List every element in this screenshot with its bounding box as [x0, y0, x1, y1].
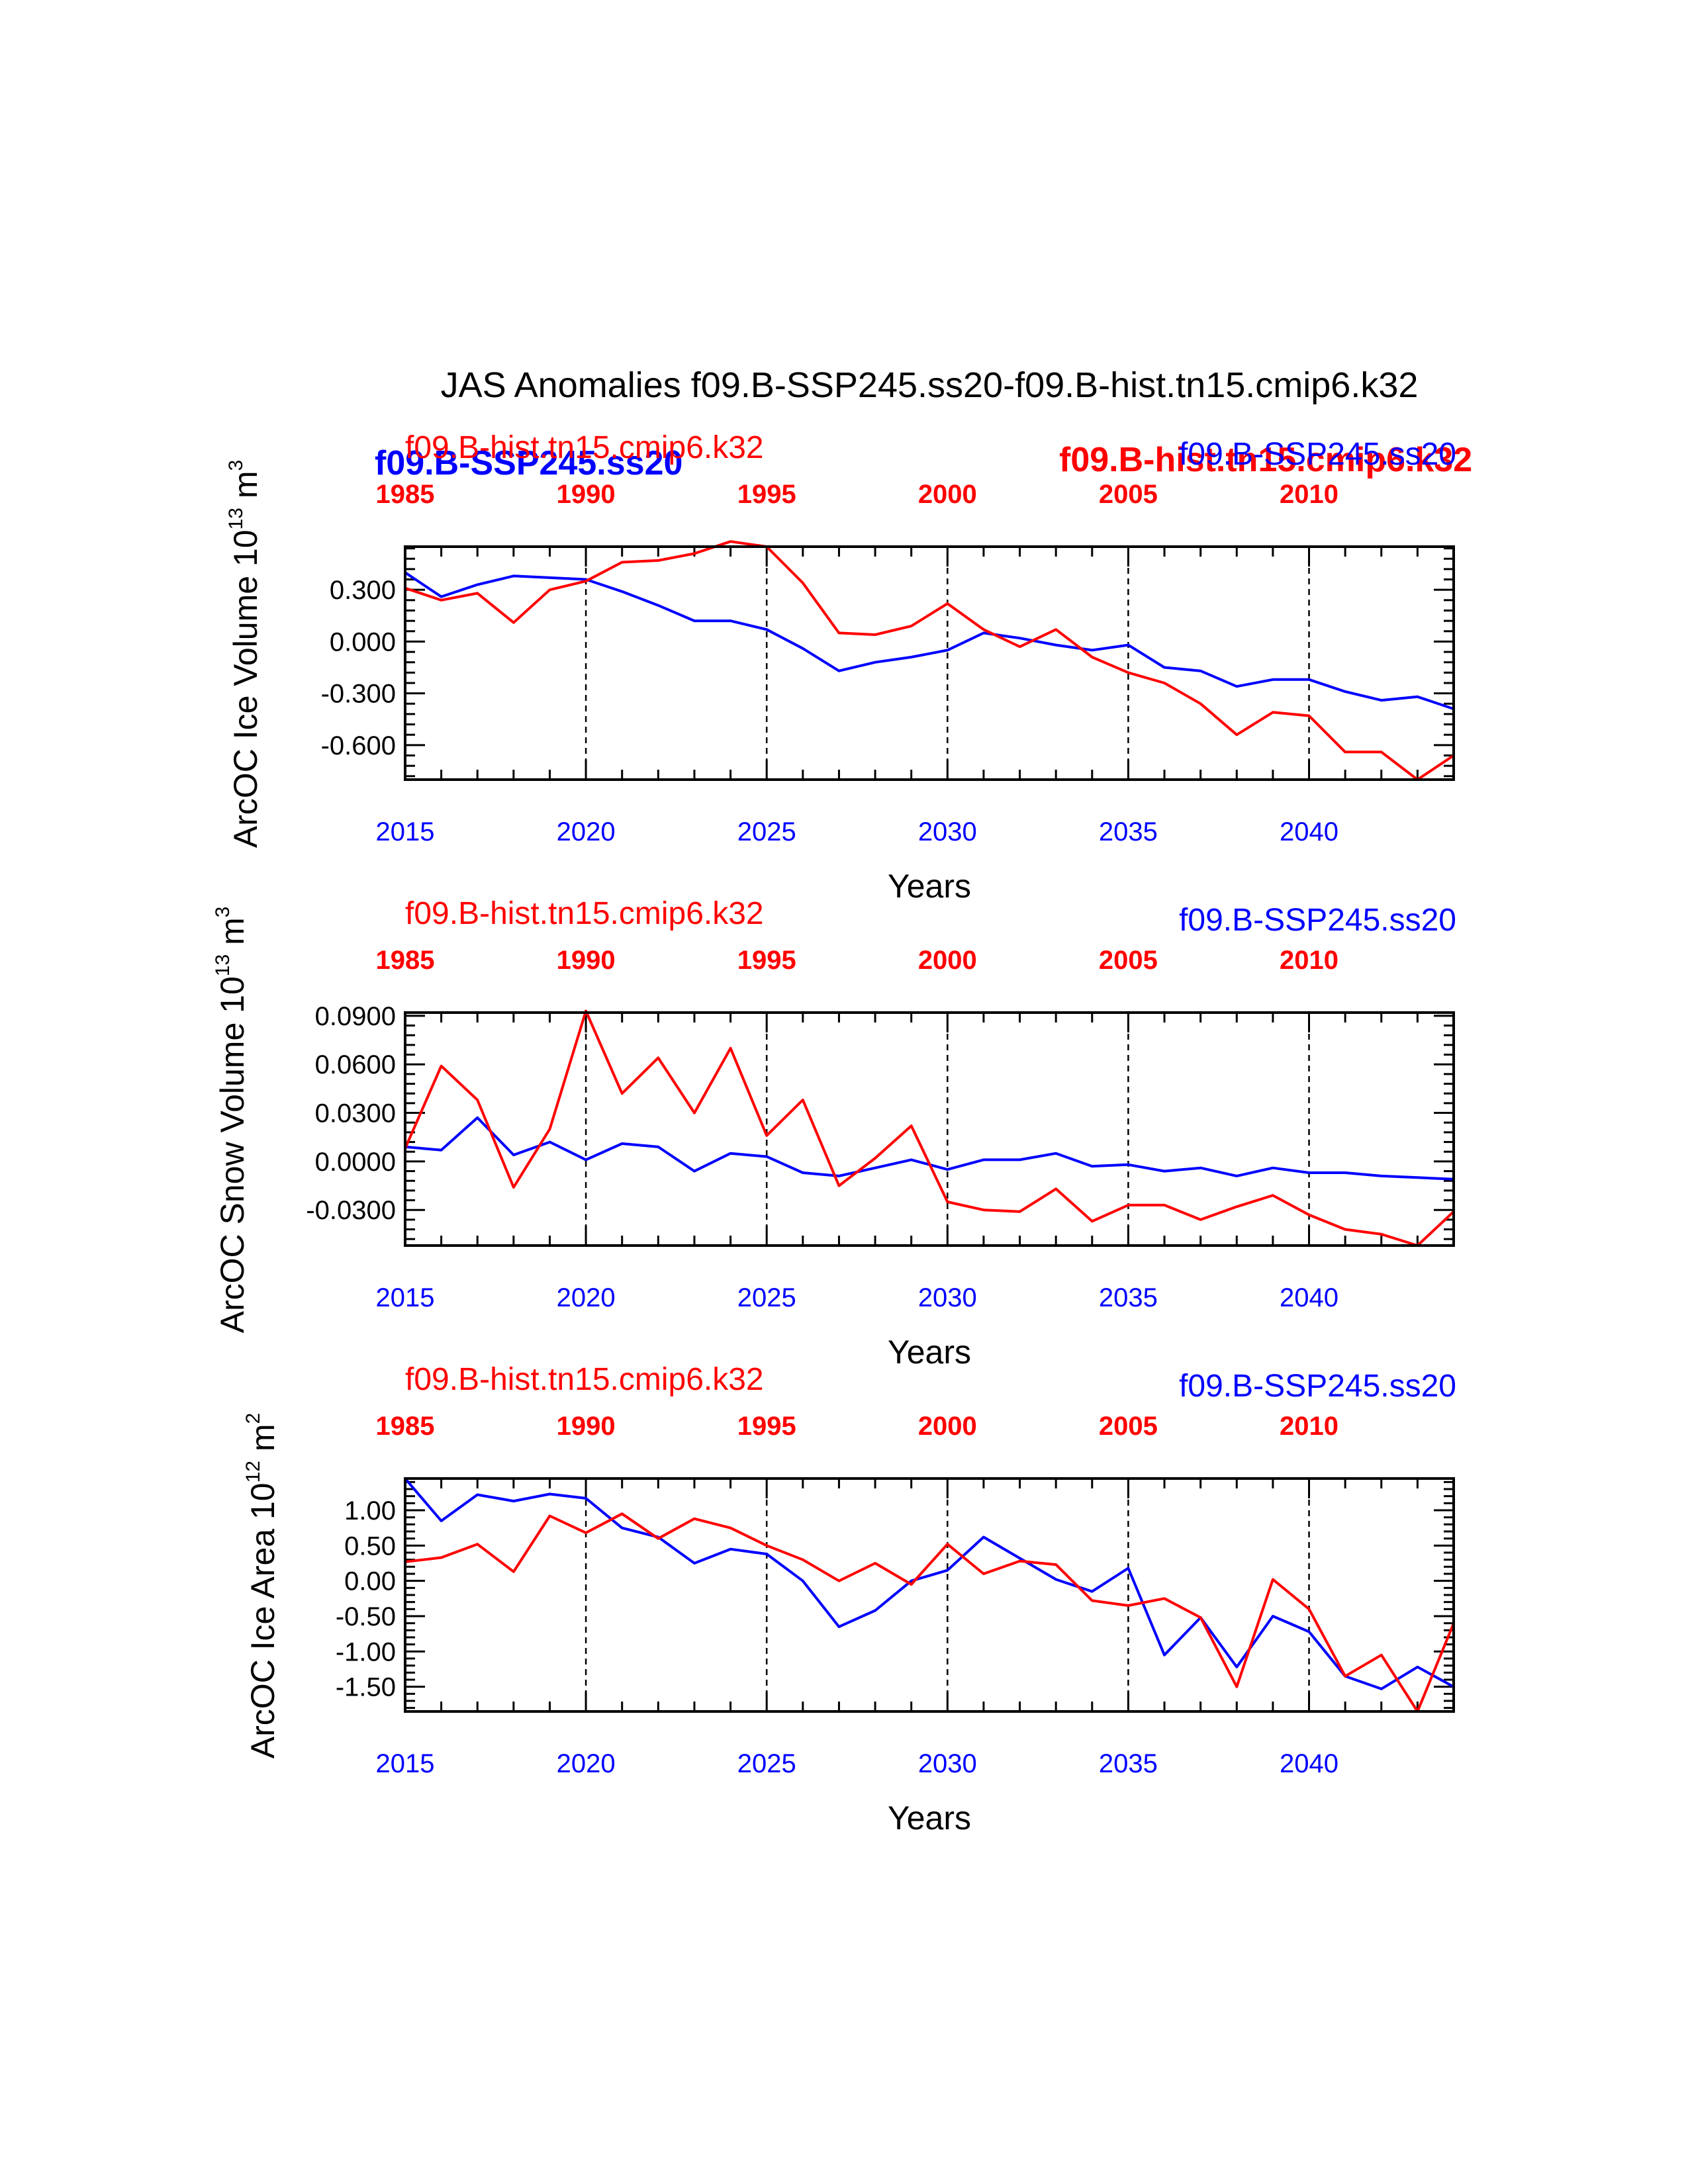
y-tick-label: 0.0600	[315, 1050, 396, 1079]
x-tick-label: 2040	[1280, 1283, 1338, 1312]
y-axis-label-main: ArcOC Ice Volume 10	[227, 529, 264, 848]
y-tick-label: -0.0300	[306, 1196, 396, 1225]
x-tick-label: 2025	[737, 1283, 796, 1312]
y-axis-label-exponent: 12	[242, 1461, 264, 1482]
x-tick-label: 2035	[1099, 817, 1158, 846]
top-tick-label: 1995	[737, 480, 796, 509]
figure-title: JAS Anomalies f09.B-SSP245.ss20-f09.B-hi…	[441, 365, 1419, 405]
top-tick-label: 2000	[918, 1412, 977, 1441]
y-tick-label: 0.0000	[315, 1148, 396, 1177]
x-tick-label: 2030	[918, 1749, 977, 1778]
top-tick-label: 1995	[737, 1412, 796, 1441]
x-tick-label: 2030	[918, 1283, 977, 1312]
y-axis-label: ArcOC Ice Volume 1013 m3	[225, 460, 264, 848]
x-tick-label: 2025	[737, 817, 796, 846]
x-tick-label: 2015	[376, 1283, 435, 1312]
y-axis-label-unit: m	[214, 917, 251, 954]
legend-hist-label: f09.B-hist.tn15.cmip6.k32	[405, 896, 764, 931]
x-axis-label: Years	[888, 868, 971, 905]
top-tick-label: 1990	[557, 1412, 616, 1441]
y-axis-label-unit: m	[244, 1424, 281, 1461]
top-tick-label: 2010	[1280, 1412, 1338, 1441]
overlay-label-hist: f09.B-hist.tn15.cmip6.k32	[1059, 441, 1472, 479]
legend-ssp-label: f09.B-SSP245.ss20	[1179, 903, 1456, 938]
x-tick-label: 2030	[918, 817, 977, 846]
y-axis-label-exponent: 13	[212, 954, 234, 976]
x-tick-label: 2020	[557, 1283, 616, 1312]
top-tick-label: 1990	[557, 946, 616, 975]
y-tick-label: 0.0900	[315, 1002, 396, 1031]
top-tick-label: 2000	[918, 946, 977, 975]
y-axis-label-unit-exponent: 3	[225, 460, 247, 471]
series-line-ssp	[404, 571, 1454, 710]
x-tick-label: 2015	[376, 1749, 435, 1778]
y-tick-label: 0.50	[344, 1531, 396, 1561]
legend-ssp-label: f09.B-SSP245.ss20	[1179, 437, 1456, 472]
y-tick-label: -1.50	[336, 1673, 396, 1702]
y-tick-label: 0.000	[330, 627, 396, 657]
y-tick-label: 0.0300	[315, 1099, 396, 1128]
panel-ice-area: 1.00 0.50 0.00 -0.50 -1.00 -1.50 2015 2020 2025 2…	[242, 1362, 1456, 1837]
top-tick-label: 1985	[376, 1412, 435, 1441]
top-tick-label: 2000	[918, 480, 977, 509]
top-tick-label: 1985	[376, 480, 435, 509]
y-tick-label: 1.00	[344, 1496, 396, 1525]
series-line-ssp	[404, 1477, 1454, 1690]
x-tick-label: 2025	[737, 1749, 796, 1778]
y-axis-label: ArcOC Snow Volume 1013 m3	[212, 907, 251, 1334]
top-tick-label: 1985	[376, 946, 435, 975]
series-line-hist	[404, 540, 1455, 781]
series-line-hist	[404, 1009, 1455, 1247]
legend-hist-label: f09.B-hist.tn15.cmip6.k32	[405, 430, 764, 465]
y-axis-label-main: ArcOC Snow Volume 10	[214, 976, 251, 1333]
y-axis-label-exponent: 13	[225, 508, 247, 529]
y-tick-label: 0.00	[344, 1567, 396, 1596]
legend-hist-label: f09.B-hist.tn15.cmip6.k32	[405, 1362, 764, 1397]
top-tick-label: 2010	[1280, 946, 1338, 975]
y-axis-label-unit-exponent: 3	[212, 907, 234, 918]
plot-frame	[404, 545, 1455, 781]
top-tick-label: 2005	[1099, 480, 1158, 509]
panel-snow-volume: 0.0900 0.0600 0.0300 0.0000 -0.0300 2015 2020 2…	[212, 896, 1456, 1371]
plot-layer: 0.0900 0.0600 0.0300 0.0000 -0.0300 2015 2020 2…	[306, 946, 1455, 1312]
top-tick-label: 1995	[737, 946, 796, 975]
x-tick-label: 2020	[557, 1749, 616, 1778]
y-tick-label: -0.50	[336, 1602, 396, 1631]
y-axis-label-unit-exponent: 2	[242, 1413, 264, 1424]
y-tick-label: 0.300	[330, 576, 396, 605]
y-tick-label: -1.00	[336, 1637, 396, 1666]
x-tick-label: 2015	[376, 817, 435, 846]
series-line-hist	[404, 1512, 1455, 1713]
top-tick-label: 2010	[1280, 480, 1338, 509]
plot-frame	[404, 1011, 1455, 1247]
y-tick-label: -0.600	[321, 731, 396, 760]
x-tick-label: 2035	[1099, 1283, 1158, 1312]
x-axis-label: Years	[888, 1799, 971, 1837]
plot-layer: 1.00 0.50 0.00 -0.50 -1.00 -1.50 2015 2020 2025 2…	[336, 1412, 1455, 1778]
y-axis-label-main: ArcOC Ice Area 10	[244, 1482, 281, 1758]
plot-frame	[404, 1477, 1455, 1713]
legend-ssp-label: f09.B-SSP245.ss20	[1179, 1369, 1456, 1404]
top-tick-label: 2005	[1099, 1412, 1158, 1441]
y-tick-label: -0.300	[321, 680, 396, 709]
x-tick-label: 2020	[557, 817, 616, 846]
x-tick-label: 2035	[1099, 1749, 1158, 1778]
x-tick-label: 2040	[1280, 817, 1338, 846]
y-axis-label: ArcOC Ice Area 1012 m2	[242, 1413, 281, 1758]
top-tick-label: 2005	[1099, 946, 1158, 975]
plot-layer: 0.300 0.000 -0.300 -0.600 2015 2020 2025 2030 20…	[321, 480, 1455, 846]
x-axis-label: Years	[888, 1334, 971, 1371]
top-tick-label: 1990	[557, 480, 616, 509]
x-tick-label: 2040	[1280, 1749, 1338, 1778]
overlay-label-ssp: f09.B-SSP245.ss20	[375, 444, 682, 482]
y-axis-label-unit: m	[227, 471, 264, 508]
panel-ice-volume: 0.300 0.000 -0.300 -0.600 2015 2020 2025 2030 20…	[225, 430, 1472, 905]
